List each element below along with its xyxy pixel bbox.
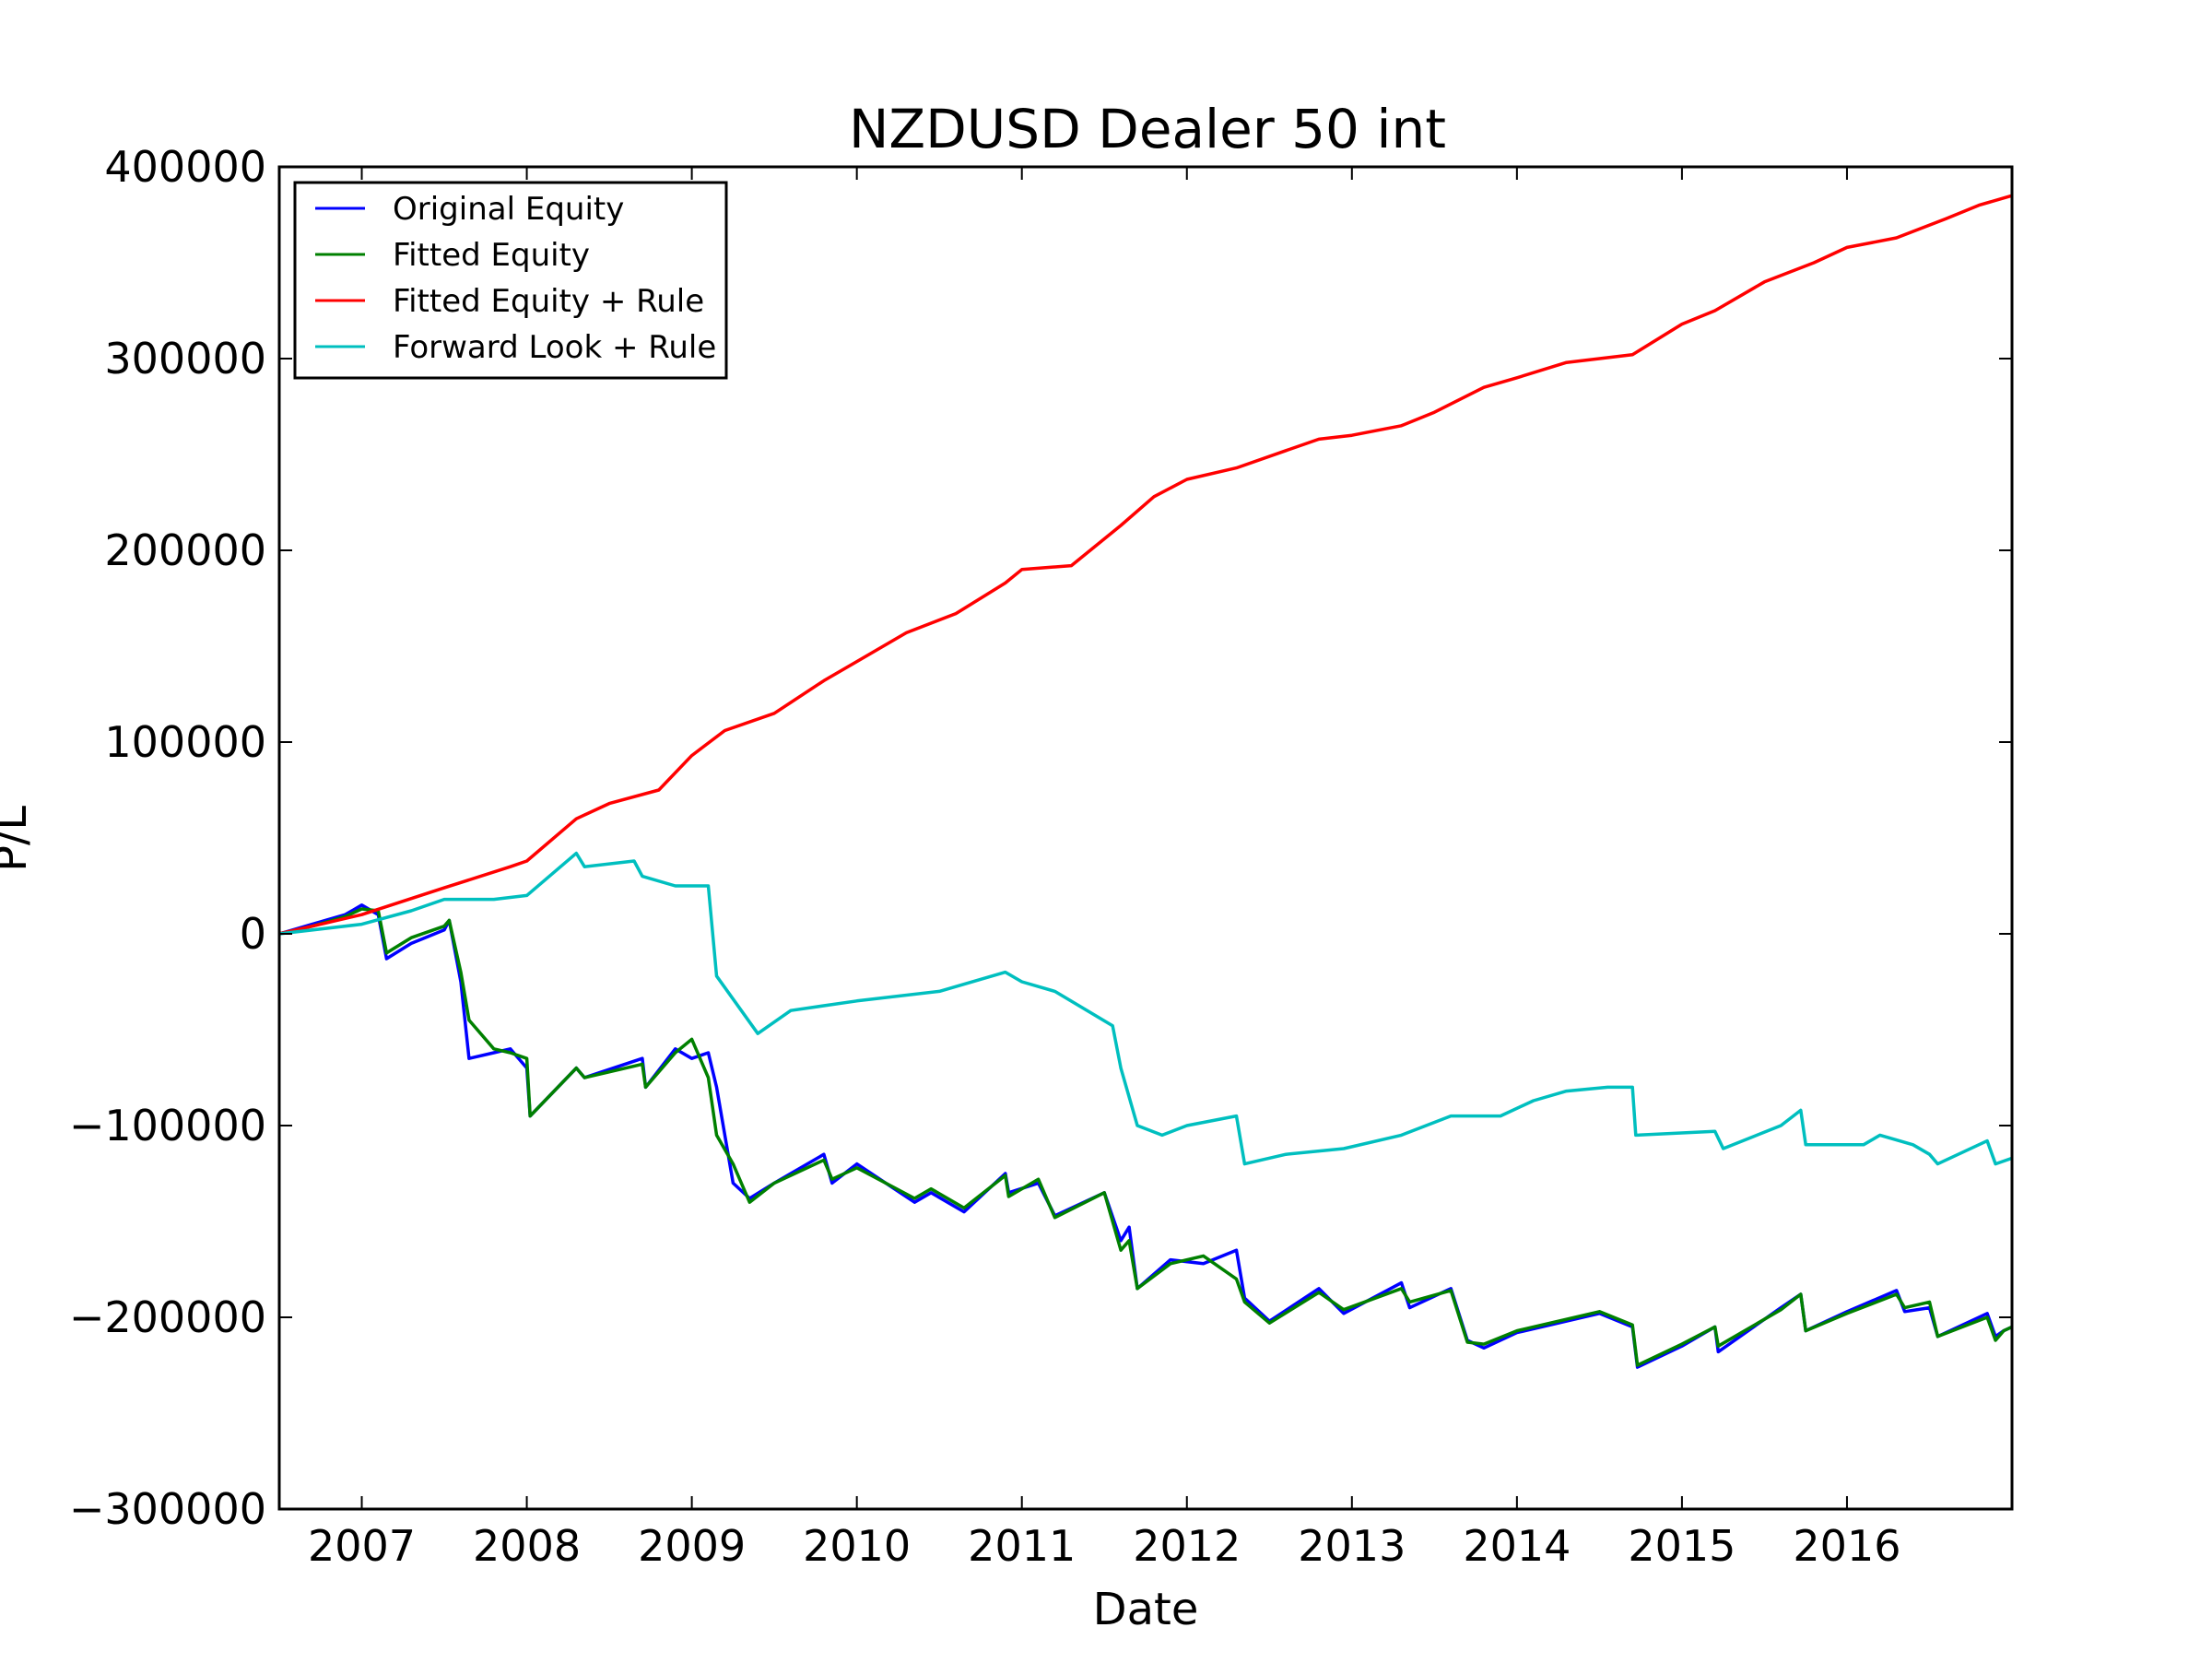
x-tick-label: 2007 [308,1521,416,1571]
y-tick-label: −200000 [69,1292,266,1342]
x-tick-label: 2008 [473,1521,581,1571]
legend-label-original-equity: Original Equity [393,191,624,228]
series-layer [278,194,2013,1369]
y-tick-label: 0 [240,909,266,959]
series-line-fitted-equity-rule [278,194,2013,936]
y-tick-label: 400000 [104,142,266,192]
x-tick-label: 2009 [638,1521,746,1571]
legend: Original Equity Fitted Equity Fitted Equ… [293,181,728,380]
y-tick-label: 100000 [104,717,266,767]
x-tick-label: 2015 [1628,1521,1735,1571]
legend-label-forward-look-rule: Forward Look + Rule [393,329,716,366]
y-tick-label: 200000 [104,525,266,575]
plot-frame [277,165,2014,1511]
x-tick-label: 2011 [968,1521,1076,1571]
legend-box [293,181,728,380]
y-tick-label: −100000 [69,1101,266,1150]
y-tick-label: −300000 [69,1484,266,1534]
legend-label-fitted-equity-rule: Fitted Equity + Rule [393,283,704,320]
x-axis-label: Date [1093,1584,1199,1635]
x-tick-label: 2016 [1793,1521,1900,1571]
x-tick-label: 2013 [1298,1521,1406,1571]
series-line-forward-look-rule [278,851,2013,1166]
legend-label-fitted-equity: Fitted Equity [393,237,590,274]
x-tick-label: 2014 [1463,1521,1571,1571]
series-line-fitted-equity [278,907,2013,1367]
x-tick-label: 2010 [803,1521,911,1571]
y-tick-label: 300000 [104,334,266,383]
chart-title: NZDUSD Dealer 50 int [849,98,1446,160]
ticks-layer: 2007 2008 2009 2010 2011 2012 2013 2014 2015 2016… [69,142,2012,1571]
y-axis-label: P/L [0,806,37,872]
x-tick-label: 2012 [1133,1521,1241,1571]
